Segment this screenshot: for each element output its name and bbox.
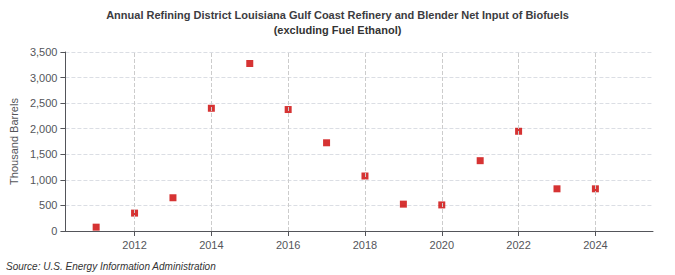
svg-text:2022: 2022: [506, 239, 530, 251]
svg-text:2016: 2016: [276, 239, 300, 251]
svg-text:3,000: 3,000: [30, 72, 58, 84]
svg-text:2012: 2012: [122, 239, 146, 251]
svg-text:2018: 2018: [353, 239, 377, 251]
svg-text:500: 500: [39, 199, 57, 211]
svg-text:2024: 2024: [583, 239, 607, 251]
svg-text:1,000: 1,000: [30, 174, 58, 186]
svg-text:Source: U.S. Energy Informatio: Source: U.S. Energy Information Administ…: [6, 261, 216, 272]
svg-text:2020: 2020: [430, 239, 454, 251]
svg-text:1,500: 1,500: [30, 148, 58, 160]
svg-text:2,500: 2,500: [30, 97, 58, 109]
svg-text:3,500: 3,500: [30, 46, 58, 58]
svg-text:Thousand Barrels: Thousand Barrels: [8, 98, 20, 185]
svg-text:2,000: 2,000: [30, 123, 58, 135]
svg-text:2014: 2014: [199, 239, 223, 251]
svg-text:Annual Refining District Louis: Annual Refining District Louisiana Gulf …: [106, 9, 569, 21]
svg-text:0: 0: [51, 225, 57, 237]
svg-text:(excluding Fuel Ethanol): (excluding Fuel Ethanol): [274, 24, 402, 36]
